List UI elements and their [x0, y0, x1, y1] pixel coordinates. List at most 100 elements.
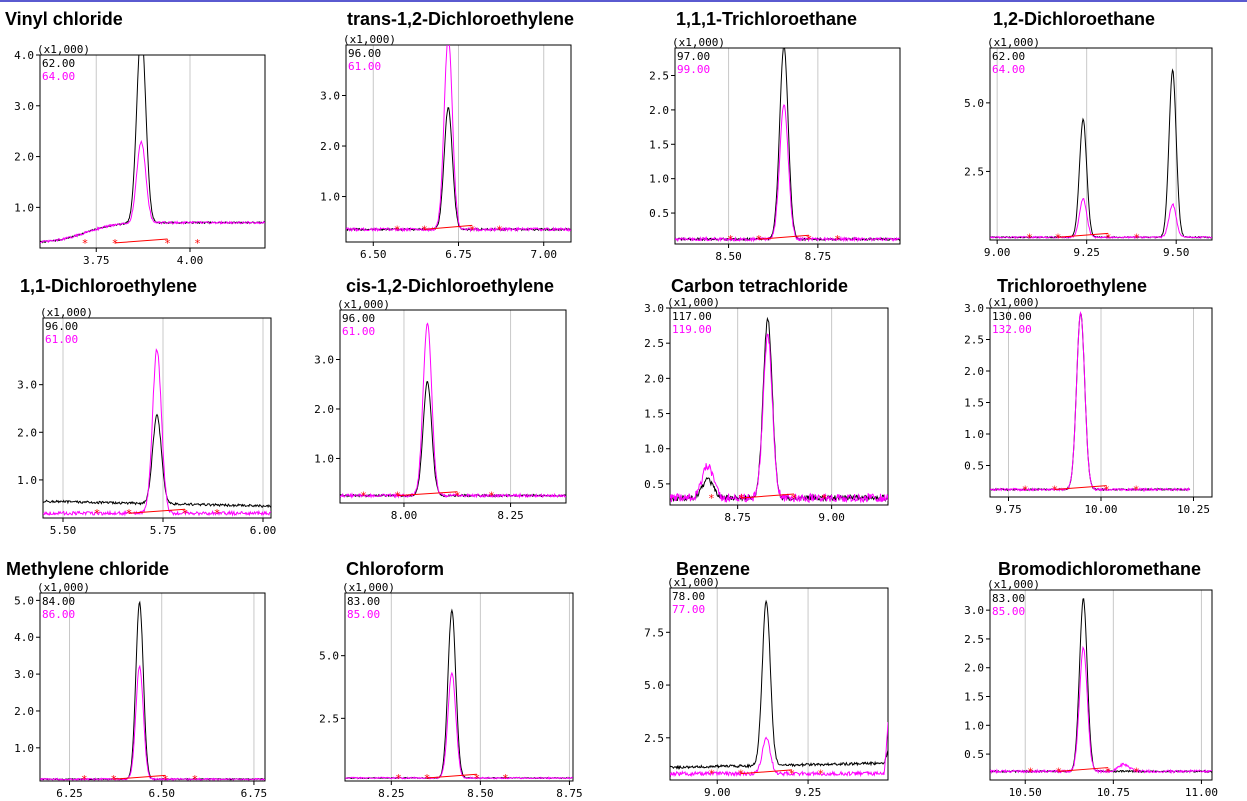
- trace-group: * * * *: [990, 598, 1212, 778]
- x-tick-label: 9.25: [1073, 246, 1100, 259]
- peak-marker: *: [1055, 231, 1061, 244]
- y-tick-label: 5.0: [964, 97, 984, 110]
- y-tick-label: 3.0: [964, 604, 984, 617]
- trace-group: * * * *: [40, 600, 265, 786]
- mz-label-qualifier: 61.00: [348, 60, 381, 73]
- y-tick-label: 5.0: [14, 594, 34, 607]
- peak-marker: *: [474, 772, 480, 785]
- y-tick-label: 2.5: [644, 337, 664, 350]
- mz-label-qualifier: 132.00: [992, 323, 1032, 336]
- peak-marker: *: [395, 490, 401, 503]
- integration-baseline: [1054, 485, 1107, 490]
- trace-quant-ion: [40, 55, 265, 244]
- y-tick-label: 1.0: [320, 191, 340, 204]
- y-tick-label: 2.5: [649, 70, 669, 83]
- trace-quant-ion: [990, 312, 1191, 492]
- x-tick-label: 10.50: [1009, 786, 1042, 799]
- y-tick-label: 2.0: [964, 662, 984, 675]
- top-border: [0, 0, 1247, 2]
- x-tick-label: 4.00: [177, 254, 204, 267]
- peak-marker: *: [455, 490, 461, 503]
- y-tick-label: 0.5: [964, 460, 984, 473]
- y-tick-label: 3.0: [314, 353, 334, 366]
- y-tick-label: 1.0: [314, 452, 334, 465]
- peak-marker: *: [1022, 483, 1028, 496]
- x-tick-label: 6.50: [148, 787, 175, 800]
- x-tick-label: 6.75: [241, 787, 268, 800]
- peak-marker: *: [821, 492, 827, 505]
- x-tick-label: 6.25: [56, 787, 83, 800]
- trace-qualifier-ion: [990, 198, 1212, 240]
- mz-label-quant: 62.00: [42, 57, 75, 70]
- peak-marker: *: [503, 772, 509, 785]
- peak-marker: *: [111, 773, 117, 786]
- peak-marker: *: [1133, 765, 1139, 778]
- peak-marker: *: [738, 768, 744, 781]
- plot-frame: [39, 54, 266, 249]
- y-tick-label: 2.0: [320, 140, 340, 153]
- y-tick-label: 2.5: [964, 633, 984, 646]
- scale-multiplier-label: (x1,000): [987, 296, 1040, 309]
- peak-marker: *: [1133, 483, 1139, 496]
- x-tick-label: 9.00: [704, 786, 731, 799]
- y-tick-label: 3.0: [14, 668, 34, 681]
- y-tick-label: 5.0: [319, 650, 339, 663]
- x-tick-label: 9.00: [984, 246, 1011, 259]
- x-tick-label: 8.75: [724, 511, 751, 524]
- peak-marker: *: [469, 223, 475, 236]
- y-tick-label: 2.0: [649, 104, 669, 117]
- y-tick-label: 2.0: [644, 372, 664, 385]
- peak-marker: *: [1027, 231, 1033, 244]
- scale-multiplier-label: (x1,000): [667, 296, 720, 309]
- x-tick-label: 8.25: [497, 509, 524, 522]
- trace-quant-ion: [340, 380, 566, 498]
- mz-label-quant: 62.00: [992, 50, 1025, 63]
- mz-label-quant: 78.00: [672, 590, 705, 603]
- trace-quant-ion: [990, 68, 1212, 239]
- plot-frame: [989, 589, 1213, 781]
- trace-group: * * * *: [670, 316, 888, 505]
- x-tick-label: 3.75: [83, 254, 110, 267]
- trace-qualifier-ion: [675, 104, 900, 243]
- trace-group: * * * *: [345, 608, 573, 785]
- x-tick-label: 6.75: [445, 248, 472, 261]
- x-tick-label: 8.50: [715, 250, 742, 263]
- plot-frame: [339, 309, 567, 504]
- scale-multiplier-label: (x1,000): [40, 306, 93, 319]
- peak-marker: *: [112, 237, 118, 250]
- chart-title: 1,1-Dichloroethylene: [20, 276, 198, 296]
- y-tick-label: 2.0: [314, 403, 334, 416]
- peak-marker: *: [195, 237, 201, 250]
- x-tick-label: 9.25: [795, 786, 822, 799]
- mz-label-quant: 96.00: [45, 320, 78, 333]
- trace-qualifier-ion: [670, 333, 888, 504]
- peak-marker: *: [756, 233, 762, 246]
- peak-marker: *: [489, 490, 495, 503]
- peak-marker: *: [82, 237, 88, 250]
- trace-qualifier-ion: [345, 671, 573, 780]
- chart-title: Vinyl chloride: [5, 9, 123, 29]
- x-tick-label: 8.75: [805, 250, 832, 263]
- trace-group: * * * *: [990, 68, 1212, 244]
- trace-qualifier-ion: [40, 664, 265, 781]
- trace-group: * * * *: [340, 322, 566, 503]
- x-tick-label: 6.50: [360, 248, 387, 261]
- trace-group: * * * *: [346, 45, 571, 236]
- trace-group: * * * *: [675, 48, 900, 246]
- chart-title: Chloroform: [346, 559, 444, 579]
- plot-frame: [989, 47, 1213, 241]
- mz-label-qualifier: 64.00: [42, 70, 75, 83]
- x-tick-label: 5.50: [50, 524, 77, 537]
- trace-quant-ion: [345, 608, 573, 780]
- mz-label-quant: 96.00: [342, 312, 375, 325]
- x-tick-label: 8.25: [378, 787, 405, 800]
- mz-label-qualifier: 61.00: [342, 325, 375, 338]
- x-tick-label: 10.25: [1177, 503, 1210, 516]
- y-tick-label: 2.5: [964, 165, 984, 178]
- mz-label-quant: 117.00: [672, 310, 712, 323]
- chart-title: 1,1,1-Trichloroethane: [676, 9, 858, 29]
- trace-group: * * * *: [990, 310, 1191, 496]
- x-tick-label: 9.75: [995, 503, 1022, 516]
- x-tick-label: 9.50: [1163, 246, 1190, 259]
